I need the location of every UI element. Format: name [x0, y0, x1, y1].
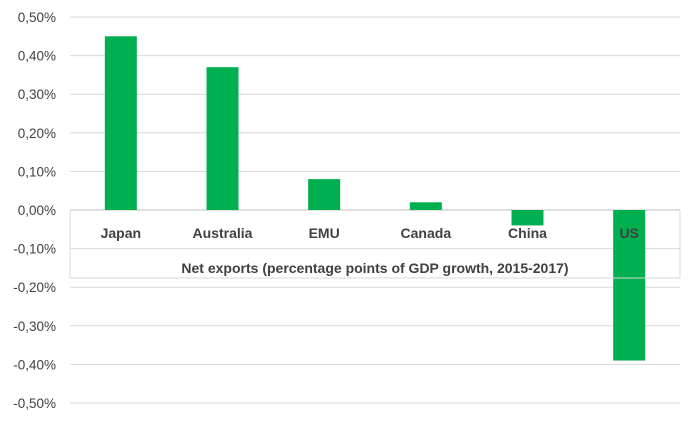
gridlines: [70, 16, 680, 404]
category-label: US: [619, 225, 638, 241]
y-tick-label: 0,10%: [18, 164, 56, 179]
x-axis-label-box: [69, 210, 681, 279]
bar-canada: [409, 202, 442, 210]
y-tick-label: -0,20%: [13, 280, 56, 295]
y-tick-label: -0,50%: [13, 396, 56, 411]
y-tick-label: -0,30%: [13, 319, 56, 334]
category-label: EMU: [309, 225, 340, 241]
y-tick-label: -0,10%: [13, 242, 56, 257]
x-axis-label: Net exports (percentage points of GDP gr…: [181, 260, 568, 276]
y-tick-label: 0,20%: [18, 126, 56, 141]
category-labels: Japan Australia EMU Canada China US: [101, 225, 639, 241]
y-tick-label: -0,40%: [13, 357, 56, 372]
y-tick-label: 0,50%: [18, 10, 56, 25]
bar-australia: [206, 67, 239, 211]
bars: [104, 36, 646, 361]
bar-emu: [308, 179, 341, 210]
category-label: Australia: [193, 225, 253, 241]
bar-japan: [104, 36, 137, 210]
y-tick-label: 0,00%: [18, 203, 56, 218]
category-label: China: [508, 225, 547, 241]
category-label: Canada: [401, 225, 452, 241]
category-label: Japan: [101, 225, 141, 241]
bar-us: [613, 210, 646, 361]
bar-china: [511, 210, 544, 226]
y-tick-label: 0,40%: [18, 49, 56, 64]
label-box-border: [69, 210, 681, 279]
y-axis-tick-labels: 0,50% 0,40% 0,30% 0,20% 0,10% 0,00% -0,10% -0,2…: [13, 10, 56, 411]
y-tick-label: 0,30%: [18, 87, 56, 102]
